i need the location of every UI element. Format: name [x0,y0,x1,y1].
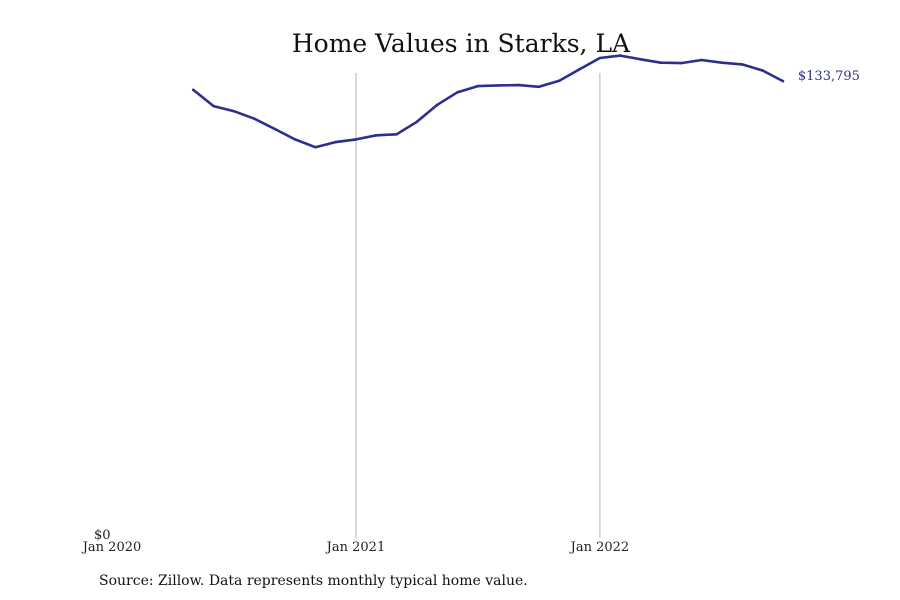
end-value-label: $133,795 [798,69,860,84]
gridlines [355,73,601,538]
data-point [354,138,358,141]
series-line [192,54,785,149]
data-point [700,58,703,62]
data-point [619,54,622,57]
data-point [639,58,642,61]
data-point [314,145,317,149]
data-point [212,104,215,108]
data-point [761,69,764,72]
data-point [537,85,541,89]
data-points [192,54,785,149]
data-point [558,79,561,82]
data-point [476,84,480,88]
data-point [497,84,500,87]
data-point [781,79,785,83]
data-point [253,117,256,120]
data-point [456,90,459,94]
y-tick-label: $0 [94,528,111,543]
data-point [598,56,602,60]
data-point [720,61,724,64]
source-note: Source: Zillow. Data represents monthly … [99,573,528,589]
data-point [395,133,398,136]
data-point [232,109,236,113]
data-point [659,61,663,64]
chart-title: Home Values in Starks, LA [292,29,631,58]
x-tick-label: Jan 2022 [569,540,630,555]
data-point [334,140,337,144]
x-tick-label: Jan 2020 [81,540,142,555]
data-point [273,127,276,131]
data-point [436,103,439,107]
data-point [192,88,195,92]
data-point [740,63,744,66]
x-tick-label: Jan 2021 [325,540,386,555]
x-tick-labels: Jan 2020 Jan 2021 Jan 2022 [81,540,629,555]
data-point [578,67,581,71]
data-point [293,138,297,141]
data-point [415,120,419,124]
data-point [375,134,378,137]
data-point [517,83,520,87]
data-point [679,61,683,65]
